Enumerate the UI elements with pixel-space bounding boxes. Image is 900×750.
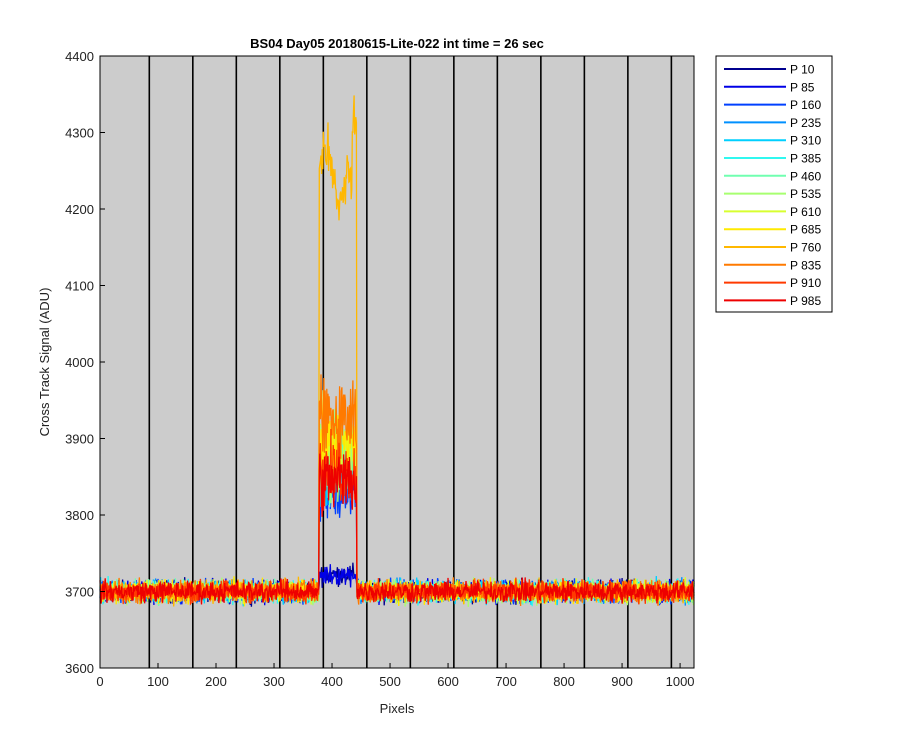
legend-label: P 610: [790, 205, 821, 219]
legend-label: P 910: [790, 276, 821, 290]
legend-label: P 535: [790, 187, 821, 201]
y-axis-label: Cross Track Signal (ADU): [37, 288, 52, 437]
legend-label: P 85: [790, 80, 815, 94]
y-tick-label: 3600: [65, 661, 94, 676]
legend-label: P 310: [790, 134, 821, 148]
legend-box: [715, 55, 833, 313]
legend-label: P 235: [790, 116, 821, 130]
legend-label: P 685: [790, 223, 821, 237]
x-tick-label: 100: [147, 674, 169, 689]
y-tick-label: 4000: [65, 355, 94, 370]
y-tick-label: 4200: [65, 202, 94, 217]
x-tick-label: 600: [437, 674, 459, 689]
vertical-lines: [148, 56, 673, 668]
legend-label: P 385: [790, 152, 821, 166]
legend-label: P 10: [790, 63, 815, 77]
x-tick-label: 0: [96, 674, 103, 689]
x-tick-label: 200: [205, 674, 227, 689]
x-axis-label: Pixels: [380, 701, 415, 716]
y-tick-label: 4400: [65, 49, 94, 64]
y-tick-label: 4300: [65, 126, 94, 141]
x-tick-label: 900: [611, 674, 633, 689]
legend-label: P 160: [790, 98, 821, 112]
legend-label: P 460: [790, 169, 821, 183]
data-series: [99, 95, 695, 607]
legend-label: P 835: [790, 258, 821, 272]
y-axis: 3600 3700 3800 3900 4000 4100 4200 4300 4400: [65, 49, 105, 676]
plot-area: [100, 56, 694, 668]
x-tick-label: 500: [379, 674, 401, 689]
x-tick-label: 700: [495, 674, 517, 689]
y-tick-label: 4100: [65, 279, 94, 294]
y-tick-label: 3800: [65, 508, 94, 523]
x-tick-label: 300: [263, 674, 285, 689]
x-tick-label: 800: [553, 674, 575, 689]
y-tick-label: 3700: [65, 585, 94, 600]
legend-label: P 760: [790, 241, 821, 255]
y-tick-label: 3900: [65, 432, 94, 447]
legend-label: P 985: [790, 294, 821, 308]
legend: P 10 P 85 P 160 P 235 P 310 P 385 P 460 P 535 P …: [715, 55, 833, 313]
x-tick-label: 400: [321, 674, 343, 689]
x-tick-label: 1000: [666, 674, 695, 689]
x-axis: 0 100 200 300 400 500 600 700 800 900 1000: [96, 663, 695, 689]
series-line: [99, 453, 695, 605]
chart-title: BS04 Day05 20180615-Lite-022 int time = …: [250, 36, 544, 51]
